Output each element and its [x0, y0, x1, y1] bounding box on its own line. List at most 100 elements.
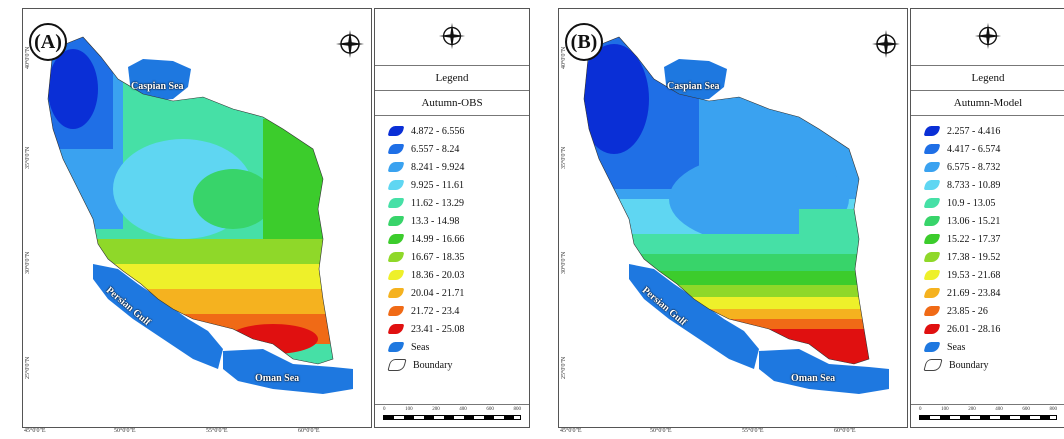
- legend-subtitle: Autumn-OBS: [375, 91, 529, 116]
- lat-label: 25°0'0"N: [561, 356, 567, 379]
- legend-item: 13.06 - 15.21: [923, 212, 1064, 230]
- lat-label: 40°0'0"N: [25, 46, 31, 69]
- persian-gulf-a: [93, 264, 223, 369]
- legend-swatch: [387, 216, 405, 226]
- legend-item: 23.85 - 26: [923, 302, 1064, 320]
- lon-label: 55°0'0"E: [742, 428, 764, 434]
- panel-label-a: (A): [29, 23, 67, 61]
- caspian-sea-label: Caspian Sea: [131, 81, 184, 92]
- legend-swatch: [923, 252, 941, 262]
- legend-title: Legend: [911, 66, 1064, 91]
- legend-item: 18.36 - 20.03: [387, 266, 529, 284]
- legend-item: 13.3 - 14.98: [387, 212, 529, 230]
- legend-swatch: [387, 288, 405, 298]
- legend-swatch: [923, 270, 941, 280]
- oman-sea-b: [759, 349, 889, 394]
- legend-item: 21.72 - 23.4: [387, 302, 529, 320]
- compass-rose-icon: [872, 30, 900, 58]
- lat-label: 35°0'0"N: [561, 146, 567, 169]
- legend-swatch: [923, 342, 941, 352]
- scale-ticks: 0 100 200 400 600 800: [383, 407, 521, 412]
- legend-swatch: [923, 198, 941, 208]
- caspian-sea-label: Caspian Sea: [667, 81, 720, 92]
- legend-swatch: [923, 306, 941, 316]
- lon-label: 45°0'0"E: [24, 428, 46, 434]
- legend-item: 14.99 - 16.66: [387, 230, 529, 248]
- legend-swatch: [923, 180, 941, 190]
- legend-compass: [375, 9, 529, 66]
- legend-item: 16.67 - 18.35: [387, 248, 529, 266]
- legend-item: 8.733 - 10.89: [923, 176, 1064, 194]
- persian-gulf-b: [629, 264, 759, 369]
- panel-a: (A) Caspian Sea Persian Gulf Oman Sea 40…: [2, 8, 530, 434]
- legend-item-seas: Seas: [923, 338, 1064, 356]
- panel-b: (B) Caspian Sea Persian Gulf Oman Sea 40…: [538, 8, 1064, 434]
- legend-item-boundary: Boundary: [387, 356, 529, 374]
- lon-label: 45°0'0"E: [560, 428, 582, 434]
- legend-swatch: [387, 342, 405, 352]
- legend-item: 11.62 - 13.29: [387, 194, 529, 212]
- legend-swatch: [923, 324, 941, 334]
- legend-item: 4.872 - 6.556: [387, 122, 529, 140]
- legend-swatch: [387, 198, 405, 208]
- legend-item: 15.22 - 17.37: [923, 230, 1064, 248]
- legend-item-boundary: Boundary: [923, 356, 1064, 374]
- legend-swatch: [387, 180, 405, 190]
- legend-swatch: [923, 216, 941, 226]
- legend-subtitle: Autumn-Model: [911, 91, 1064, 116]
- lat-label: 30°0'0"N: [561, 251, 567, 274]
- legend-item: 9.925 - 11.61: [387, 176, 529, 194]
- legend-swatch: [387, 162, 405, 172]
- map-frame-b: (B) Caspian Sea Persian Gulf Oman Sea 40…: [558, 8, 908, 428]
- compass-rose-icon: [974, 22, 1002, 50]
- oman-sea-label: Oman Sea: [791, 373, 836, 384]
- legend-item: 8.241 - 9.924: [387, 158, 529, 176]
- legend-swatch: [923, 144, 941, 154]
- legend-items: 4.872 - 6.556 6.557 - 8.24 8.241 - 9.924…: [375, 116, 529, 374]
- lat-label: 30°0'0"N: [25, 251, 31, 274]
- map-b: [583, 36, 889, 394]
- legend-swatch: [387, 252, 405, 262]
- lat-label: 35°0'0"N: [25, 146, 31, 169]
- caspian-sea-a: [128, 59, 191, 101]
- legend-swatch: [923, 288, 941, 298]
- compass-rose-icon: [336, 30, 364, 58]
- legend-item: 26.01 - 28.16: [923, 320, 1064, 338]
- legend-item: 23.41 - 25.08: [387, 320, 529, 338]
- legend-item: 4.417 - 6.574: [923, 140, 1064, 158]
- iran-boundary-b: [583, 36, 870, 365]
- panel-label-b: (B): [565, 23, 603, 61]
- compass-rose-icon: [438, 22, 466, 50]
- oman-sea-label: Oman Sea: [255, 373, 300, 384]
- legend-swatch: [387, 270, 405, 280]
- legend-item: 17.38 - 19.52: [923, 248, 1064, 266]
- legend-swatch: [387, 324, 405, 334]
- lat-label: 25°0'0"N: [25, 356, 31, 379]
- scale-bar: 0 100 200 400 600 800: [911, 404, 1064, 427]
- legend-item-seas: Seas: [387, 338, 529, 356]
- legend-swatch: [923, 162, 941, 172]
- legend-b: Legend Autumn-Model 2.257 - 4.416 4.417 …: [910, 8, 1064, 428]
- lon-label: 50°0'0"E: [114, 428, 136, 434]
- legend-swatch: [387, 234, 405, 244]
- legend-item: 19.53 - 21.68: [923, 266, 1064, 284]
- caspian-sea-b: [664, 59, 727, 101]
- legend-swatch: [923, 126, 941, 136]
- legend-item: 6.575 - 8.732: [923, 158, 1064, 176]
- lon-label: 50°0'0"E: [650, 428, 672, 434]
- legend-item: 20.04 - 21.71: [387, 284, 529, 302]
- scale-bar-graphic: [919, 415, 1057, 420]
- legend-compass: [911, 9, 1064, 66]
- iran-boundary-a: [47, 36, 334, 365]
- legend-items: 2.257 - 4.416 4.417 - 6.574 6.575 - 8.73…: [911, 116, 1064, 374]
- lon-label: 55°0'0"E: [206, 428, 228, 434]
- map-a: [47, 36, 353, 394]
- scale-bar-graphic: [383, 415, 521, 420]
- legend-swatch: [923, 234, 941, 244]
- legend-swatch: [387, 126, 405, 136]
- lon-label: 60°0'0"E: [298, 428, 320, 434]
- legend-swatch: [387, 359, 407, 371]
- legend-item: 21.69 - 23.84: [923, 284, 1064, 302]
- scale-bar: 0 100 200 400 600 800: [375, 404, 529, 427]
